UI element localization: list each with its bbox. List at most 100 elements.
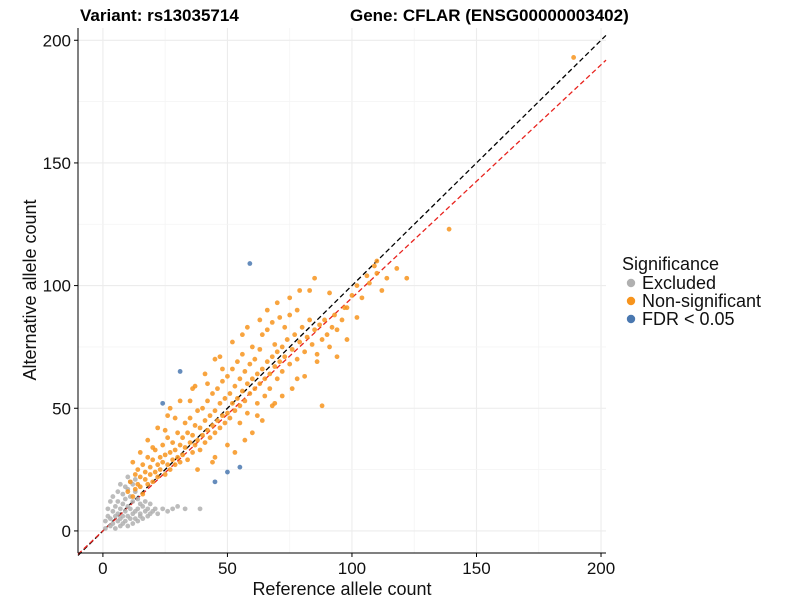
point-non-significant	[277, 359, 283, 365]
point-excluded	[140, 516, 146, 522]
point-non-significant	[262, 393, 268, 399]
point-excluded	[182, 506, 188, 512]
point-non-significant	[366, 280, 372, 286]
point-non-significant	[205, 381, 210, 387]
point-excluded	[112, 526, 118, 531]
point-excluded	[130, 499, 136, 504]
point-non-significant	[215, 418, 220, 423]
point-non-significant	[197, 425, 203, 431]
point-non-significant	[140, 462, 146, 468]
point-non-significant	[371, 263, 377, 269]
point-non-significant	[162, 472, 168, 477]
x-tick-label: 0	[98, 559, 107, 578]
point-non-significant	[177, 459, 183, 465]
point-non-significant	[384, 275, 390, 281]
point-non-significant	[274, 349, 280, 355]
point-non-significant	[354, 315, 360, 320]
point-non-significant	[314, 359, 320, 365]
point-non-significant	[282, 354, 288, 360]
point-non-significant	[327, 290, 332, 296]
point-non-significant	[162, 427, 168, 433]
point-non-significant	[299, 324, 305, 330]
point-non-significant	[190, 386, 195, 392]
y-axis-title: Alternative allele count	[20, 199, 40, 380]
legend-label-fdr-0-05: FDR < 0.05	[642, 309, 735, 329]
point-excluded	[120, 501, 126, 507]
point-fdr-0-05	[225, 469, 230, 475]
point-non-significant	[329, 324, 335, 330]
point-non-significant	[197, 447, 203, 453]
point-non-significant	[297, 339, 303, 345]
point-non-significant	[150, 457, 156, 463]
y-tick-label: 100	[43, 277, 71, 296]
x-tick-label: 200	[587, 559, 615, 578]
point-non-significant	[307, 288, 313, 293]
point-non-significant	[379, 288, 385, 293]
point-excluded	[135, 518, 141, 524]
legend-label-excluded: Excluded	[642, 273, 716, 293]
point-non-significant	[212, 430, 218, 436]
y-tick-label: 200	[43, 31, 71, 50]
point-non-significant	[170, 440, 176, 446]
point-non-significant	[264, 359, 270, 365]
legend: Significance ExcludedNon-significantFDR …	[622, 254, 761, 329]
chart-title-variant: Variant: rs13035714	[80, 6, 239, 25]
point-non-significant	[272, 342, 278, 347]
point-excluded	[115, 511, 121, 517]
point-non-significant	[232, 450, 238, 455]
point-excluded	[170, 506, 176, 512]
point-non-significant	[287, 361, 293, 367]
point-non-significant	[135, 467, 141, 472]
point-non-significant	[312, 327, 318, 333]
point-excluded	[122, 518, 128, 524]
point-non-significant	[244, 324, 250, 330]
point-excluded	[125, 523, 131, 529]
point-non-significant	[217, 400, 223, 406]
point-non-significant	[262, 376, 268, 382]
point-fdr-0-05	[237, 464, 243, 470]
point-non-significant	[319, 403, 325, 409]
point-non-significant	[202, 440, 208, 446]
point-non-significant	[394, 266, 400, 271]
point-non-significant	[269, 354, 275, 360]
point-non-significant	[297, 288, 303, 293]
point-non-significant	[187, 415, 193, 421]
y-tick-label: 0	[62, 522, 71, 541]
point-excluded	[120, 513, 126, 519]
point-non-significant	[267, 371, 273, 377]
point-non-significant	[145, 437, 151, 443]
point-non-significant	[210, 391, 215, 396]
point-non-significant	[294, 307, 300, 313]
point-excluded	[117, 481, 123, 487]
point-non-significant	[172, 462, 178, 468]
point-non-significant	[192, 442, 198, 448]
point-non-significant	[190, 450, 195, 455]
point-non-significant	[125, 489, 131, 495]
point-excluded	[127, 516, 133, 522]
point-non-significant	[195, 437, 200, 443]
point-non-significant	[249, 430, 255, 436]
point-excluded	[130, 521, 136, 526]
point-excluded	[110, 508, 116, 514]
point-non-significant	[242, 398, 248, 404]
point-non-significant	[349, 293, 355, 298]
point-non-significant	[259, 366, 265, 372]
point-non-significant	[222, 396, 228, 401]
point-non-significant	[339, 317, 345, 323]
point-excluded	[152, 506, 158, 512]
point-excluded	[122, 508, 128, 514]
y-tick-label: 50	[52, 399, 71, 418]
point-excluded	[122, 496, 128, 502]
point-non-significant	[155, 425, 161, 431]
point-non-significant	[237, 403, 243, 409]
point-non-significant	[147, 472, 153, 477]
reference-lines	[77, 34, 607, 556]
point-non-significant	[210, 423, 215, 428]
point-non-significant	[242, 369, 248, 374]
point-excluded	[197, 506, 203, 512]
point-excluded	[110, 494, 116, 499]
point-non-significant	[322, 317, 327, 323]
point-non-significant	[282, 324, 288, 330]
point-excluded	[125, 474, 131, 480]
